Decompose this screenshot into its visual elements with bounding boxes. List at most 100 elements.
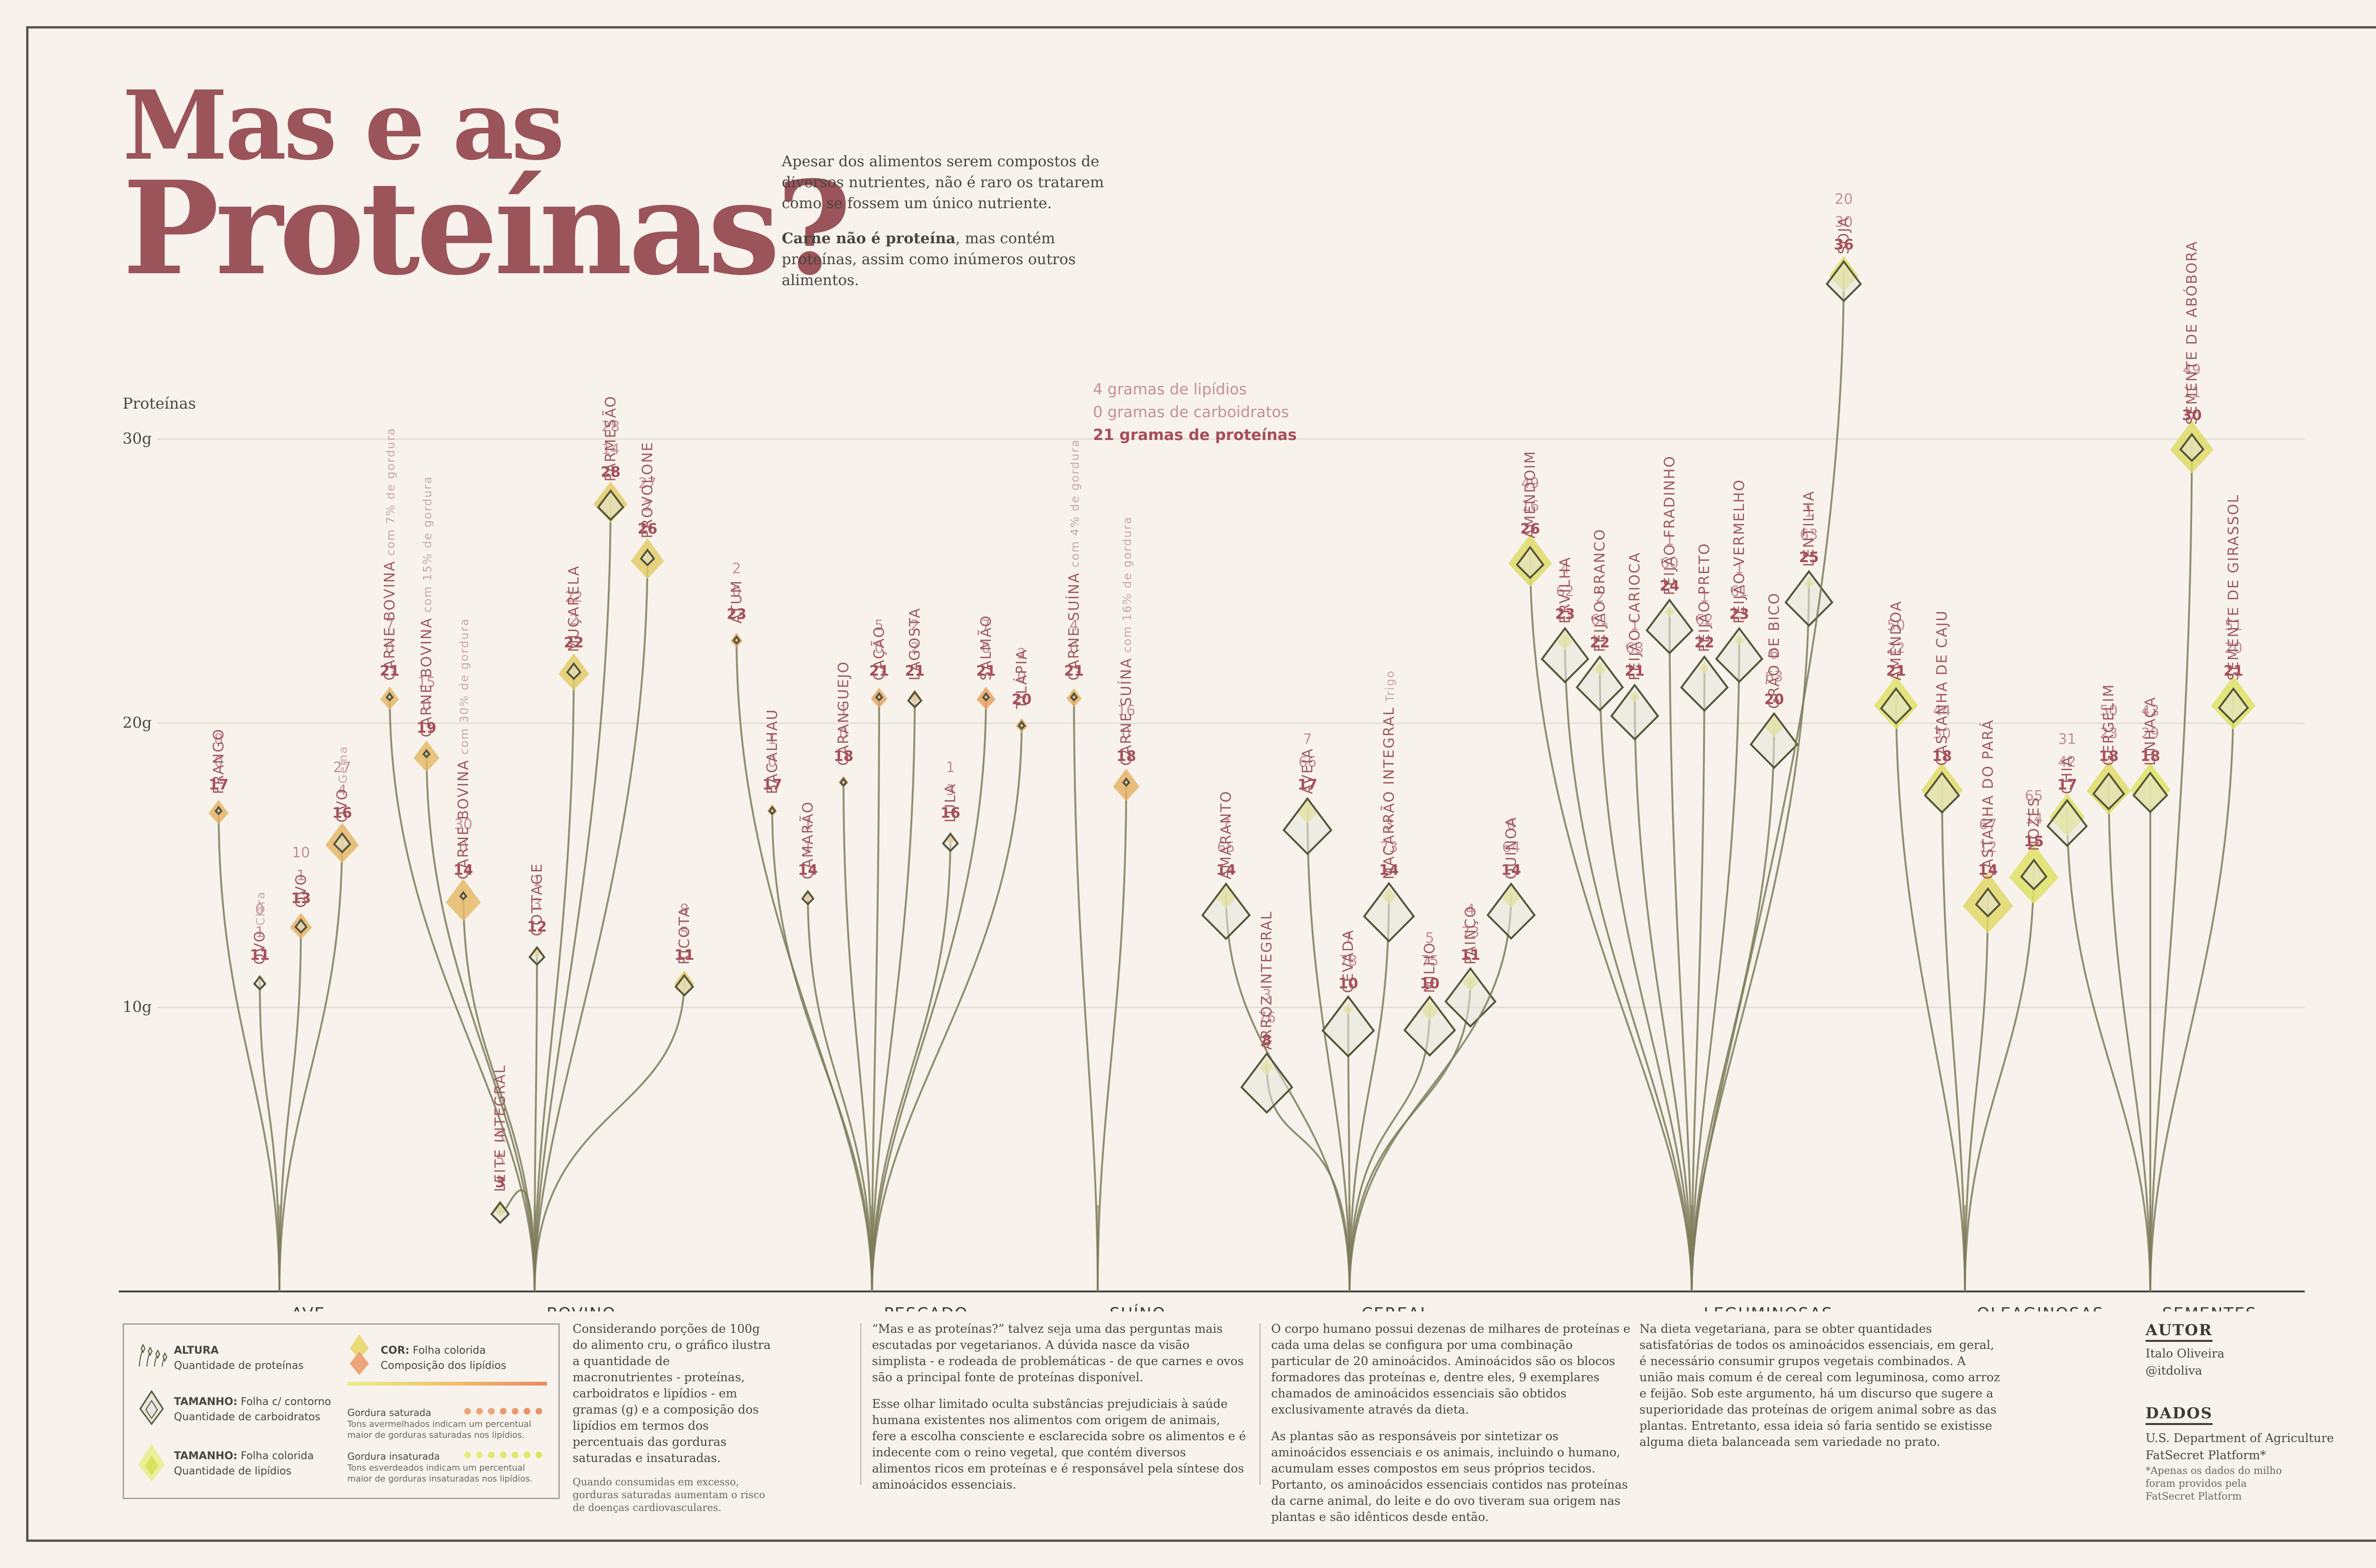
stem <box>871 837 951 1292</box>
protein-value: 21 <box>1625 663 1645 679</box>
carb-leaf <box>2020 858 2048 891</box>
carb-leaf <box>1403 995 1456 1057</box>
carb-leaf <box>801 889 815 906</box>
carb-leaf <box>333 832 352 854</box>
author-name: Italo Oliveira <box>2146 1347 2225 1360</box>
protein-value: 22 <box>1695 634 1715 651</box>
carb-leaf <box>2132 771 2168 813</box>
food-note: Trigo <box>1383 670 1397 707</box>
carb-leaf <box>566 662 582 680</box>
stem <box>1941 780 1966 1292</box>
stem <box>1097 780 1127 1292</box>
carb-value: 0 <box>214 754 223 770</box>
protein-value: 23 <box>1555 606 1575 623</box>
carb-leaf <box>597 489 624 521</box>
stem <box>462 893 536 1292</box>
protein-value: 17 <box>762 776 782 793</box>
fat-value: 1 <box>1344 930 1353 947</box>
y-axis-label: Proteínas <box>123 394 196 412</box>
category-label: LEGUMINOSAS <box>1704 1304 1833 1311</box>
carb-leaf <box>1825 260 1862 303</box>
fat-value: 2 <box>732 561 741 577</box>
food-label: PROVOLONE <box>640 441 656 538</box>
category-label: PESCADO <box>884 1304 968 1311</box>
protein-value: 21 <box>2223 663 2243 679</box>
intro-text: Apesar dos alimentos serem compostos de … <box>782 151 1124 305</box>
food-label: CARNE BOVINA com 30% de gordura <box>455 618 472 880</box>
fat-value: 4 <box>1069 617 1078 634</box>
food-label: AMENDOIM <box>1522 450 1539 538</box>
carb-leaf <box>1924 771 1960 814</box>
fat-value: 1 <box>1665 532 1674 549</box>
fat-value: 1 <box>839 703 848 719</box>
food-label: AMÊNDOA <box>1887 601 1905 681</box>
food-label: BACALHAU <box>764 709 781 794</box>
carb-leaf <box>875 692 883 702</box>
carb-leaf <box>2046 798 2088 847</box>
carb-leaf <box>1240 1052 1293 1114</box>
data-source-2: FatSecret Platform* <box>2146 1448 2266 1462</box>
protein-value: 14 <box>798 862 818 879</box>
carb-value: 63 <box>1800 526 1818 543</box>
stem <box>1691 638 1740 1292</box>
stem <box>1634 695 1693 1292</box>
food-label: SEMENTE DE ABÓBORA <box>2183 240 2201 425</box>
carb-value: 42 <box>2058 754 2076 770</box>
protein-value: 16 <box>332 805 352 822</box>
protein-value: 20 <box>1764 691 1784 708</box>
carb-value: 1 <box>297 868 306 884</box>
title-line2: Proteínas? <box>123 153 852 304</box>
food-label: OVO <box>293 873 309 908</box>
carb-value: 11 <box>2183 384 2201 401</box>
category-label: OLEAGINOSAS <box>1977 1304 2104 1311</box>
carb-value: 0 <box>839 726 848 742</box>
food-label: LEITE INTEGRAL <box>492 1065 509 1192</box>
carb-leaf <box>1610 683 1659 741</box>
food-label: CARNE BOVINA com 7% de gordura <box>382 427 398 680</box>
food-label: FEIJÃO VERMELHO <box>1731 479 1748 624</box>
carb-value: 2 <box>569 612 578 628</box>
protein-value: 17 <box>209 776 229 793</box>
carb-value: 1 <box>803 839 812 856</box>
fat-value: 1 <box>1630 617 1639 634</box>
carb-value: 60 <box>1660 555 1678 572</box>
protein-value: 25 <box>1799 549 1819 566</box>
protein-value: 21 <box>976 663 996 679</box>
food-label: CEVADA <box>1340 929 1357 993</box>
protein-value: 8 <box>1262 1033 1272 1049</box>
stem <box>2149 439 2193 1292</box>
fat-value: 6 <box>1770 646 1779 662</box>
text-col4-p1: Na dieta vegetariana, para se obter quan… <box>1639 1322 2000 1449</box>
food-label: MACARRÃO INTEGRAL Trigo <box>1380 670 1398 880</box>
protein-value: 23 <box>1729 606 1749 623</box>
protein-value: 18 <box>2140 748 2160 765</box>
carb-leaf <box>1363 881 1415 943</box>
fat-value: 28 <box>602 419 620 435</box>
stem <box>871 695 916 1292</box>
color-leaf-legend-icon <box>350 1334 369 1375</box>
carb-leaf <box>1715 627 1763 683</box>
text-col2-p2: Esse olhar limitado oculta substâncias p… <box>872 1397 1246 1492</box>
protein-value: 11 <box>250 947 270 964</box>
carb-value: 63 <box>1626 640 1644 657</box>
food-note: com 7% de gordura <box>384 427 397 560</box>
carb-leaf <box>294 918 308 934</box>
fat-value: 3 <box>1384 816 1393 833</box>
stem <box>1349 893 1390 1292</box>
fat-value: 2 <box>910 617 919 634</box>
stem <box>871 695 880 1292</box>
food-label: OVO Clara <box>252 891 268 965</box>
protein-value: 14 <box>453 862 473 879</box>
carb-value: 73 <box>1461 924 1479 941</box>
carb-value: 75 <box>1420 953 1438 969</box>
protein-chart: 10g 20g 30g Proteínas AVE BOVINO PESCADO SUÍNO C… <box>119 191 2305 1311</box>
fat-value: 2 <box>1017 646 1026 662</box>
stem <box>278 837 343 1292</box>
protein-value: 18 <box>834 748 853 765</box>
carb-value: 0 <box>459 839 468 856</box>
fat-value: 7 <box>385 617 394 634</box>
intro-p2: Carne não é proteína, mas contém proteín… <box>782 228 1124 291</box>
fat-value: 8 <box>680 901 689 918</box>
stem <box>218 808 280 1292</box>
stem <box>499 1189 536 1292</box>
